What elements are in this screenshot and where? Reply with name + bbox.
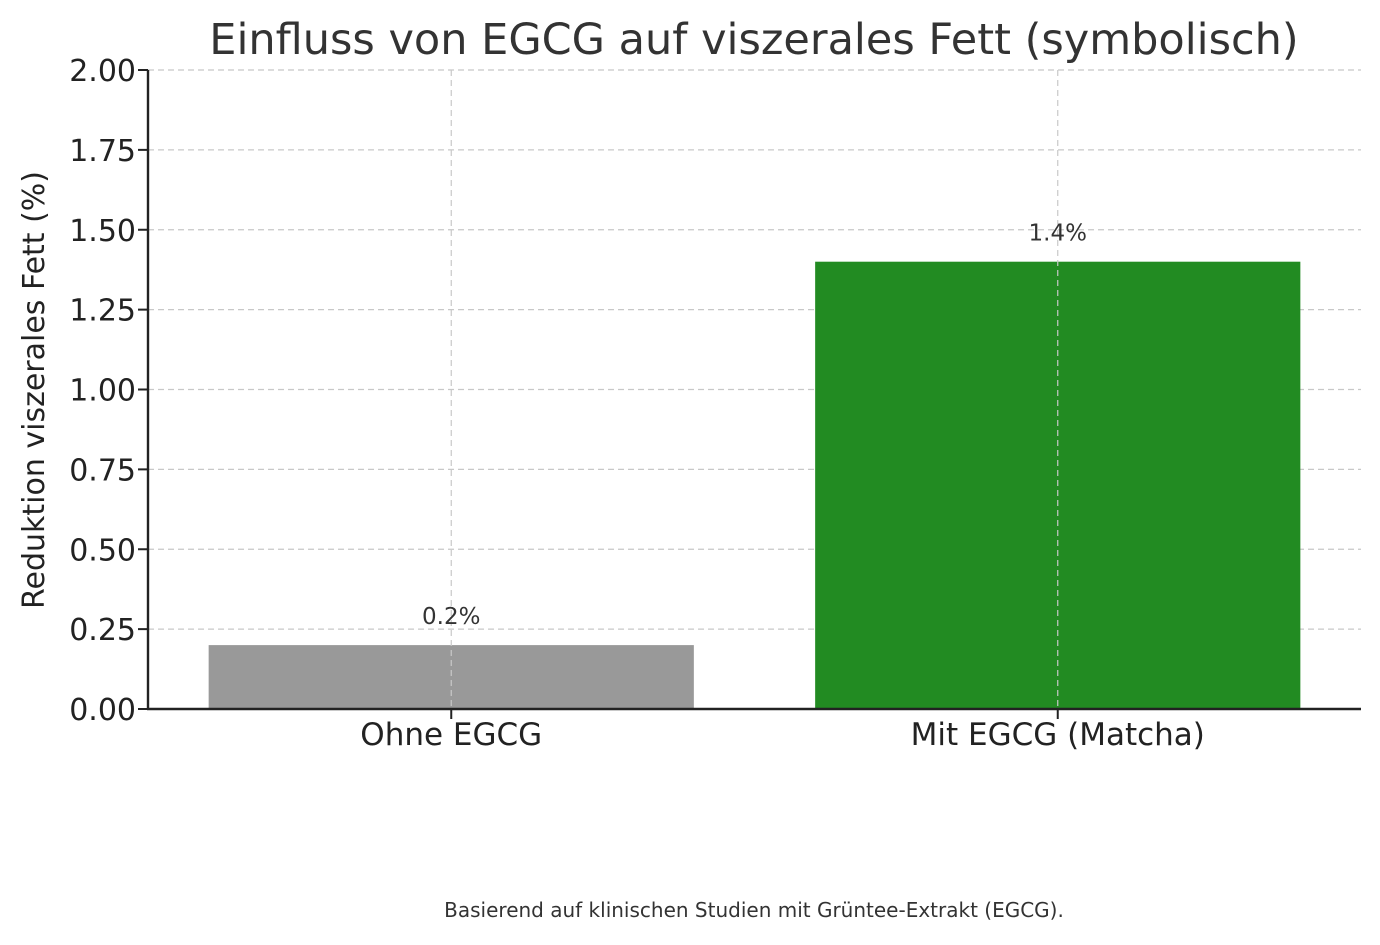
y-axis-label: Reduktion viszerales Fett (%) xyxy=(17,171,52,609)
x-tick-label: Mit EGCG (Matcha) xyxy=(911,717,1205,753)
y-tick-label: 0.50 xyxy=(69,533,136,568)
y-tick-label: 0.25 xyxy=(69,613,136,648)
data-label-1: 0.2% xyxy=(422,604,480,630)
y-tick-label: 1.25 xyxy=(69,294,136,329)
chart-title: Einfluss von EGCG auf viszerales Fett (s… xyxy=(209,15,1298,65)
y-tick-label: 2.00 xyxy=(69,54,136,89)
y-tick-label: 1.00 xyxy=(69,374,136,409)
y-tick-label: 1.50 xyxy=(69,214,136,249)
y-tick-label: 0.00 xyxy=(69,693,136,728)
footnote: Basierend auf klinischen Studien mit Grü… xyxy=(444,898,1064,922)
x-tick-label: Ohne EGCG xyxy=(360,717,542,753)
y-tick-label: 0.75 xyxy=(69,453,136,488)
data-label-2: 1.4% xyxy=(1029,221,1087,247)
y-tick-label: 1.75 xyxy=(69,134,136,169)
